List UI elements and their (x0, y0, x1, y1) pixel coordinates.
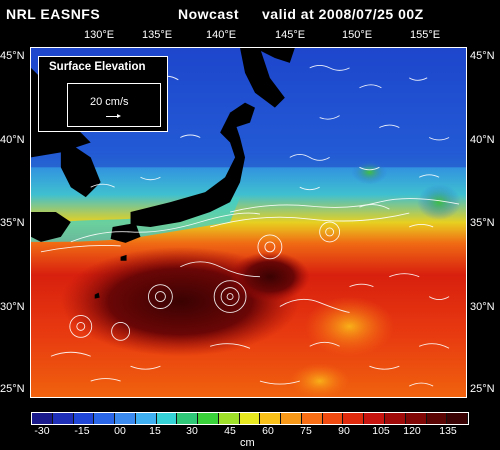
colorbar-label: 30 (186, 425, 198, 437)
colorbar-segment (32, 413, 53, 424)
colorbar-label: -30 (34, 425, 49, 437)
colorbar-segment (385, 413, 406, 424)
colorbar-segment (323, 413, 344, 424)
colorbar-segment (136, 413, 157, 424)
colorbar-segment (447, 413, 468, 424)
colorbar-unit: cm (240, 437, 255, 449)
colorbar-label: 45 (224, 425, 236, 437)
forecast-type: Nowcast (178, 6, 239, 22)
colorbar-label: 75 (300, 425, 312, 437)
colorbar-segment (343, 413, 364, 424)
lon-label: 140°E (206, 29, 236, 41)
legend-title: Surface Elevation (49, 61, 146, 73)
colorbar-segment (260, 413, 281, 424)
colorbar (31, 412, 469, 425)
colorbar-label: 60 (262, 425, 274, 437)
lat-label: 45°N (0, 50, 25, 62)
colorbar-label: 120 (403, 425, 421, 437)
lat-label: 40°N (0, 134, 25, 146)
reference-vector-label: 20 cm/s (90, 96, 129, 108)
lat-label: 30°N (470, 301, 495, 313)
product-title: NRL EASNFS (6, 6, 100, 22)
colorbar-label: 105 (372, 425, 390, 437)
colorbar-segment (302, 413, 323, 424)
colorbar-segment (53, 413, 74, 424)
lat-label: 25°N (0, 383, 25, 395)
lat-label: 45°N (470, 50, 495, 62)
lat-label: 35°N (470, 217, 495, 229)
lon-label: 145°E (275, 29, 305, 41)
colorbar-segment (364, 413, 385, 424)
colorbar-label: 15 (149, 425, 161, 437)
colorbar-segment (240, 413, 261, 424)
lat-label: 25°N (470, 383, 495, 395)
colorbar-label: -15 (74, 425, 89, 437)
legend-box: Surface Elevation 20 cm/s (38, 56, 168, 132)
valid-time: valid at 2008/07/25 00Z (262, 6, 424, 22)
lat-label: 40°N (470, 134, 495, 146)
colorbar-segment (219, 413, 240, 424)
reference-vector-box: 20 cm/s (67, 83, 161, 127)
colorbar-label: 135 (439, 425, 457, 437)
colorbar-segment (406, 413, 427, 424)
colorbar-segment (115, 413, 136, 424)
colorbar-segment (157, 413, 178, 424)
lon-label: 130°E (84, 29, 114, 41)
lon-label: 155°E (410, 29, 440, 41)
colorbar-segment (198, 413, 219, 424)
lon-label: 135°E (142, 29, 172, 41)
lat-label: 30°N (0, 301, 25, 313)
lat-label: 35°N (0, 217, 25, 229)
colorbar-label: 90 (338, 425, 350, 437)
colorbar-segment (427, 413, 448, 424)
lon-label: 150°E (342, 29, 372, 41)
colorbar-segment (281, 413, 302, 424)
reference-arrow-icon (106, 116, 118, 117)
colorbar-segment (177, 413, 198, 424)
colorbar-segment (74, 413, 95, 424)
colorbar-segment (94, 413, 115, 424)
colorbar-label: 00 (114, 425, 126, 437)
